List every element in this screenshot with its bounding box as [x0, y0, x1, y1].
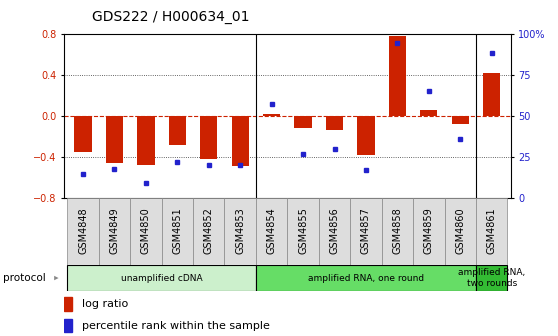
Text: GSM4853: GSM4853: [235, 207, 245, 254]
FancyBboxPatch shape: [476, 265, 507, 291]
Bar: [357, 116, 374, 155]
Bar: [420, 110, 437, 116]
FancyBboxPatch shape: [350, 198, 382, 265]
FancyBboxPatch shape: [256, 198, 287, 265]
FancyBboxPatch shape: [413, 198, 445, 265]
Text: GSM4858: GSM4858: [392, 207, 402, 254]
Bar: [232, 116, 249, 166]
Text: GSM4850: GSM4850: [141, 207, 151, 254]
Text: GSM4857: GSM4857: [361, 207, 371, 254]
Text: GSM4861: GSM4861: [487, 207, 497, 254]
Text: protocol: protocol: [3, 273, 46, 283]
Text: amplified RNA,
two rounds: amplified RNA, two rounds: [458, 268, 525, 288]
FancyBboxPatch shape: [382, 198, 413, 265]
Bar: [106, 116, 123, 163]
Text: GSM4859: GSM4859: [424, 207, 434, 254]
Bar: [74, 116, 92, 152]
Bar: [137, 116, 155, 165]
Bar: [169, 116, 186, 145]
Text: unamplified cDNA: unamplified cDNA: [121, 274, 203, 283]
Bar: [389, 36, 406, 116]
FancyBboxPatch shape: [256, 265, 476, 291]
Text: GSM4848: GSM4848: [78, 207, 88, 254]
Text: GSM4852: GSM4852: [204, 207, 214, 254]
Bar: [200, 116, 218, 159]
Text: GSM4854: GSM4854: [267, 207, 277, 254]
FancyBboxPatch shape: [287, 198, 319, 265]
FancyBboxPatch shape: [68, 265, 256, 291]
FancyBboxPatch shape: [319, 198, 350, 265]
Text: log ratio: log ratio: [82, 299, 128, 309]
FancyBboxPatch shape: [68, 198, 99, 265]
Bar: [64, 319, 73, 332]
FancyBboxPatch shape: [130, 198, 162, 265]
Text: GSM4856: GSM4856: [330, 207, 339, 254]
Bar: [451, 116, 469, 124]
Text: GSM4851: GSM4851: [172, 207, 182, 254]
FancyBboxPatch shape: [476, 198, 507, 265]
Bar: [483, 73, 501, 116]
Text: amplified RNA, one round: amplified RNA, one round: [308, 274, 424, 283]
Bar: [295, 116, 312, 128]
Bar: [326, 116, 343, 130]
FancyBboxPatch shape: [162, 198, 193, 265]
Text: GSM4849: GSM4849: [109, 207, 119, 254]
FancyBboxPatch shape: [224, 198, 256, 265]
Bar: [263, 114, 280, 116]
Text: GDS222 / H000634_01: GDS222 / H000634_01: [92, 10, 249, 24]
Text: percentile rank within the sample: percentile rank within the sample: [82, 321, 270, 331]
FancyBboxPatch shape: [193, 198, 224, 265]
Text: GSM4860: GSM4860: [455, 207, 465, 254]
FancyBboxPatch shape: [445, 198, 476, 265]
Bar: [64, 297, 73, 310]
Text: GSM4855: GSM4855: [298, 207, 308, 254]
FancyBboxPatch shape: [99, 198, 130, 265]
